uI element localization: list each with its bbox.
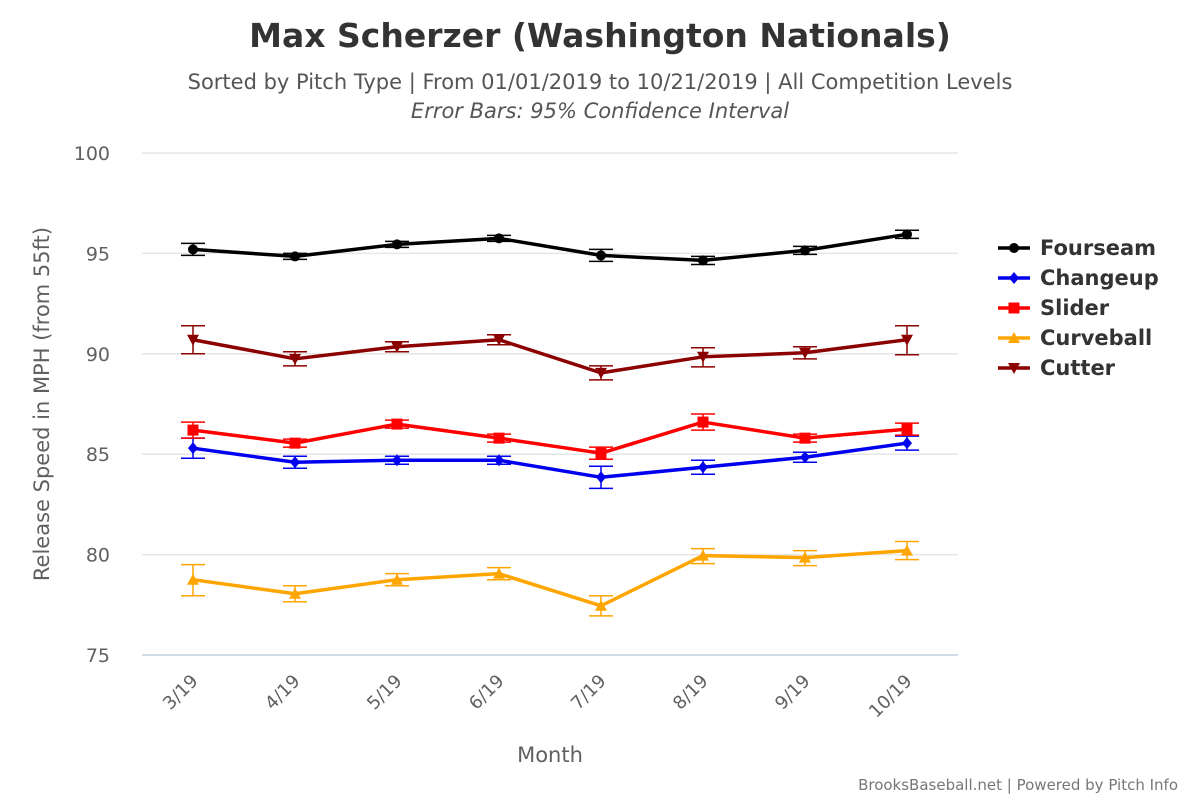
data-point-curveball	[799, 551, 811, 563]
x-tick-label: 9/19	[771, 671, 814, 714]
y-axis-title: Release Speed in MPH (from 55ft)	[30, 227, 54, 581]
data-point-slider	[595, 447, 607, 459]
data-point-curveball	[187, 573, 199, 585]
y-tick-label: 95	[86, 243, 110, 265]
y-tick-label: 80	[86, 545, 110, 567]
data-point-cutter	[697, 351, 709, 363]
data-point-curveball	[289, 587, 301, 599]
legend-label-fourseam: Fourseam	[1040, 236, 1156, 260]
data-point-changeup	[596, 471, 606, 484]
series-fourseam	[181, 229, 919, 266]
data-point-fourseam	[596, 250, 606, 261]
series-layer	[181, 229, 919, 617]
data-point-changeup	[392, 454, 402, 467]
data-point-cutter	[493, 334, 505, 346]
data-point-slider	[697, 416, 709, 428]
data-point-fourseam	[188, 244, 198, 255]
data-point-fourseam	[800, 245, 810, 256]
y-tick-label: 100	[74, 143, 110, 165]
series-line-changeup	[192, 441, 908, 480]
legend-label-curveball: Curveball	[1040, 326, 1152, 350]
x-tick-label: 5/19	[363, 671, 406, 714]
series-changeup	[181, 435, 919, 490]
x-tick-label: 6/19	[465, 671, 508, 714]
legend-label-slider: Slider	[1040, 296, 1110, 320]
legend-item-changeup: Changeup	[998, 266, 1159, 290]
data-point-changeup	[902, 437, 912, 450]
x-axis-ticks: 3/19 4/19 5/19 6/19 7/19 8/19 9/19 10/19	[159, 671, 916, 723]
x-tick-label: 3/19	[159, 671, 202, 714]
data-point-cutter	[799, 347, 811, 359]
chart-subtitle-error-bars: Error Bars: 95% Confidence Interval	[411, 99, 789, 123]
data-point-slider	[901, 423, 913, 435]
series-line-cutter	[192, 337, 908, 375]
data-point-fourseam	[902, 229, 912, 240]
data-point-changeup	[290, 456, 300, 469]
legend-marker-curveball	[1008, 332, 1020, 343]
data-point-slider	[187, 424, 199, 436]
legend-item-slider: Slider	[998, 296, 1110, 320]
data-point-curveball	[697, 549, 709, 561]
data-point-fourseam	[698, 255, 708, 266]
data-point-slider	[493, 432, 505, 444]
x-tick-label: 8/19	[669, 671, 712, 714]
series-line-slider	[192, 420, 908, 455]
x-tick-label: 7/19	[567, 671, 610, 714]
data-point-changeup	[188, 442, 198, 455]
chart-subtitle: Sorted by Pitch Type | From 01/01/2019 t…	[188, 70, 1013, 95]
data-point-cutter	[901, 334, 913, 346]
data-point-curveball	[901, 544, 913, 556]
chart-title: Max Scherzer (Washington Nationals)	[249, 16, 951, 55]
legend-marker-changeup	[1009, 272, 1019, 284]
legend-item-cutter: Cutter	[998, 356, 1116, 380]
series-line-fourseam	[192, 232, 908, 263]
data-point-cutter	[187, 334, 199, 346]
series-line-curveball	[192, 548, 908, 608]
series-slider	[181, 413, 919, 460]
legend-item-fourseam: Fourseam	[998, 236, 1156, 260]
legend: Fourseam Changeup Slider Curveball Cutter	[998, 236, 1159, 380]
y-axis-ticks: 75 80 85 90 95 100	[74, 143, 110, 667]
legend-marker-fourseam	[1009, 243, 1019, 253]
legend-marker-cutter	[1008, 363, 1020, 374]
legend-item-curveball: Curveball	[998, 326, 1152, 350]
series-cutter	[181, 324, 919, 381]
data-point-changeup	[800, 451, 810, 464]
legend-marker-slider	[1008, 302, 1020, 314]
data-point-fourseam	[392, 239, 402, 250]
x-tick-label: 4/19	[261, 671, 304, 714]
data-point-curveball	[595, 599, 607, 611]
data-point-cutter	[289, 353, 301, 365]
data-point-slider	[799, 432, 811, 444]
data-point-fourseam	[494, 233, 504, 244]
data-point-slider	[391, 418, 403, 430]
x-tick-label: 10/19	[865, 671, 917, 723]
credit-text: BrooksBaseball.net | Powered by Pitch In…	[858, 776, 1178, 794]
y-tick-label: 85	[86, 444, 110, 466]
x-axis-title: Month	[517, 743, 583, 767]
data-point-cutter	[391, 341, 403, 353]
y-tick-label: 75	[86, 645, 110, 667]
data-point-curveball	[391, 573, 403, 585]
y-tick-label: 90	[86, 344, 110, 366]
series-curveball	[181, 540, 919, 617]
data-point-curveball	[493, 567, 505, 579]
data-point-changeup	[698, 461, 708, 474]
legend-label-changeup: Changeup	[1040, 266, 1159, 290]
data-point-slider	[289, 437, 301, 449]
data-point-changeup	[494, 454, 504, 467]
data-point-fourseam	[290, 251, 300, 262]
gridlines	[142, 152, 958, 656]
data-point-cutter	[595, 367, 607, 379]
legend-label-cutter: Cutter	[1040, 356, 1116, 380]
